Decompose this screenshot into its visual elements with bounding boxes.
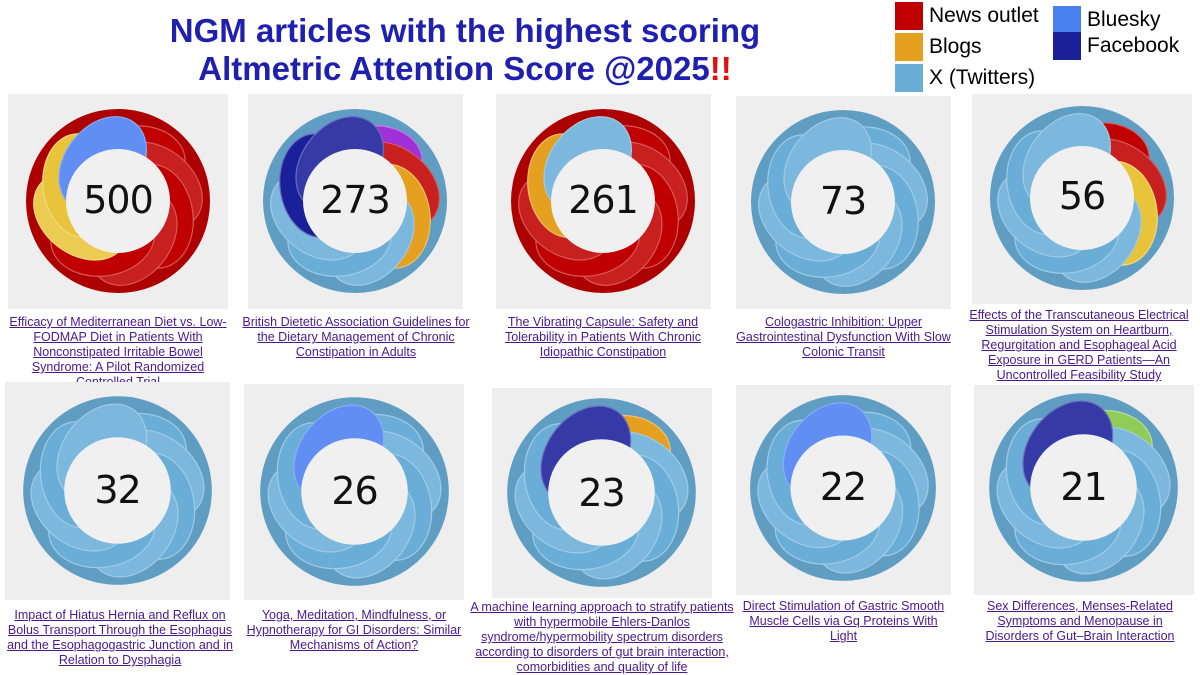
altmetric-donut [23,396,212,585]
legend-swatch-bluesky [1053,6,1081,34]
attention-score: 273 [320,178,391,222]
article-title-link[interactable]: British Dietetic Association Guidelines … [242,315,470,359]
altmetric-donut [511,109,695,293]
article-title-link[interactable]: Effects of the Transcutaneous Electrical… [969,308,1189,382]
article-title-link[interactable]: Efficacy of Mediterranean Diet vs. Low-F… [9,315,227,389]
article-title-link[interactable]: Direct Stimulation of Gastric Smooth Mus… [742,599,945,643]
donut-center [301,438,408,545]
attention-score: 21 [1060,465,1107,509]
donut-center [1030,146,1134,250]
attention-score: 26 [331,469,378,513]
legend-label-facebook: Facebook [1087,34,1180,57]
donut-center [548,439,655,546]
legend-swatch-facebook [1053,32,1081,60]
donut-center [303,149,407,253]
article-title-link[interactable]: The Vibrating Capsule: Safety and Tolera… [505,315,701,359]
article-title-link[interactable]: Cologastric Inhibition: Upper Gastrointe… [736,315,951,359]
attention-score: 500 [83,178,154,222]
attention-score: 32 [94,468,141,512]
article-title-link[interactable]: A machine learning approach to stratify … [470,600,734,674]
page-title: NGM articles with the highest scoring Al… [120,12,810,88]
legend-item-blogs: Blogs [895,33,982,61]
attention-score: 22 [819,465,867,509]
article-title-link[interactable]: Yoga, Meditation, Mindfulness, or Hypnot… [246,608,462,652]
attention-score: 73 [819,179,867,223]
altmetric-donut [990,106,1174,290]
legend-swatch-x [895,64,923,92]
donut-center [1030,434,1137,541]
article-title-link[interactable]: Sex Differences, Menses-Related Symptoms… [985,599,1175,643]
donut-center [790,435,896,541]
legend-label-news-outlet: News outlet [929,4,1039,27]
altmetric-donut [507,398,696,587]
altmetric-donut [260,397,449,586]
title-line-2: Altmetric Attention Score @2025!! [120,50,810,88]
legend-swatch-news-outlet [895,2,923,30]
legend: News outlet Blogs X (Twitters) Bluesky F… [895,2,1195,94]
legend-label-blogs: Blogs [929,35,982,58]
attention-score: 23 [578,471,625,515]
donut-center [791,150,895,254]
altmetric-donut [263,109,447,293]
donut-center [66,149,170,253]
title-line-1: NGM articles with the highest scoring [169,12,761,49]
title-line-2-text: Altmetric Attention Score @2025 [198,50,710,87]
altmetric-donut [750,395,936,581]
donut-center [64,437,171,544]
altmetric-donut [989,393,1178,582]
altmetric-donut [26,109,210,293]
legend-label-x: X (Twitters) [929,66,1036,89]
altmetric-donut [751,110,935,294]
double-exclamation-icon: !! [709,50,732,87]
attention-score: 261 [568,178,639,222]
article-title-link[interactable]: Impact of Hiatus Hernia and Reflux on Bo… [7,608,233,667]
legend-item-x: X (Twitters) [895,64,1035,92]
attention-score: 56 [1058,174,1106,218]
legend-item-facebook: Facebook [1053,32,1179,60]
legend-swatch-blogs [895,33,923,61]
donut-center [551,149,655,253]
legend-item-news-outlet: News outlet [895,2,1039,30]
legend-label-bluesky: Bluesky [1087,8,1161,31]
legend-item-bluesky: Bluesky [1053,6,1161,34]
